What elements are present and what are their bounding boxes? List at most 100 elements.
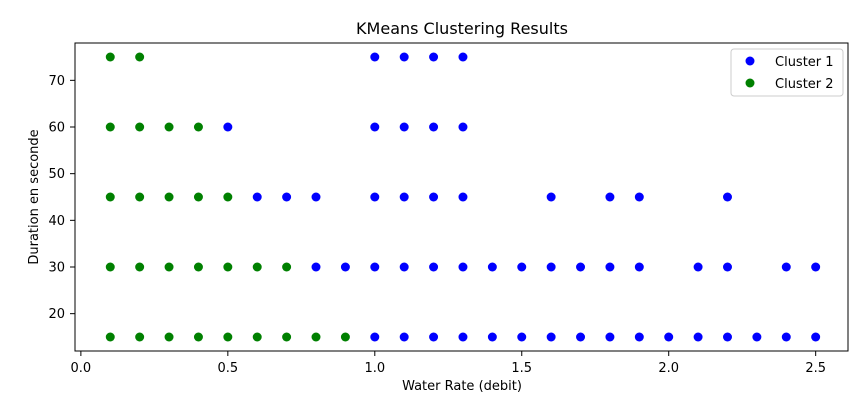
data-point-cluster-2 (105, 332, 115, 342)
data-point-cluster-2 (282, 262, 292, 272)
data-point-cluster-2 (340, 332, 350, 342)
data-point-cluster-1 (370, 332, 380, 342)
plot-area-frame (74, 42, 849, 352)
data-point-cluster-1 (634, 332, 644, 342)
series-1 (223, 52, 821, 342)
data-point-cluster-1 (399, 192, 409, 202)
data-point-cluster-1 (576, 332, 586, 342)
legend-marker-cluster-1 (745, 56, 755, 66)
data-point-cluster-1 (605, 332, 615, 342)
data-point-cluster-1 (517, 262, 527, 272)
x-tick-label: 1.5 (511, 361, 532, 376)
y-tick-label: 40 (48, 214, 65, 229)
data-point-cluster-1 (546, 192, 556, 202)
data-point-cluster-2 (135, 122, 145, 132)
data-point-cluster-1 (458, 332, 468, 342)
data-point-cluster-1 (399, 262, 409, 272)
x-tick-label: 0.5 (217, 361, 238, 376)
data-point-cluster-1 (458, 192, 468, 202)
data-point-cluster-1 (752, 332, 762, 342)
data-point-cluster-1 (634, 192, 644, 202)
data-point-cluster-1 (458, 262, 468, 272)
x-tick-label: 2.0 (658, 361, 679, 376)
data-point-cluster-1 (546, 262, 556, 272)
data-point-cluster-2 (164, 122, 174, 132)
data-point-cluster-2 (193, 262, 203, 272)
y-tick-label: 70 (48, 74, 65, 89)
data-point-cluster-1 (781, 332, 791, 342)
x-axis-ticks: 0.0 0.5 1.0 1.5 2.0 2.5 (71, 351, 826, 376)
data-point-cluster-2 (193, 122, 203, 132)
data-point-cluster-2 (135, 332, 145, 342)
data-point-cluster-1 (458, 52, 468, 62)
data-point-cluster-2 (135, 262, 145, 272)
data-point-cluster-1 (693, 332, 703, 342)
data-point-cluster-1 (429, 192, 439, 202)
data-point-cluster-1 (429, 332, 439, 342)
data-point-cluster-2 (193, 192, 203, 202)
data-point-cluster-2 (164, 332, 174, 342)
y-tick-label: 50 (48, 167, 65, 182)
data-point-cluster-1 (370, 52, 380, 62)
x-tick-label: 2.5 (805, 361, 826, 376)
y-tick-label: 20 (48, 307, 65, 322)
data-point-cluster-1 (370, 122, 380, 132)
data-point-cluster-2 (282, 332, 292, 342)
data-point-cluster-2 (105, 192, 115, 202)
data-point-cluster-1 (693, 262, 703, 272)
data-point-cluster-1 (340, 262, 350, 272)
data-point-cluster-1 (811, 262, 821, 272)
data-point-cluster-2 (311, 332, 321, 342)
chart-title: KMeans Clustering Results (356, 19, 568, 38)
legend-box (730, 48, 844, 97)
data-point-cluster-2 (252, 332, 262, 342)
data-point-cluster-1 (429, 122, 439, 132)
data-point-cluster-1 (811, 332, 821, 342)
data-point-cluster-1 (517, 332, 527, 342)
data-point-cluster-1 (311, 192, 321, 202)
data-point-cluster-1 (722, 332, 732, 342)
data-point-cluster-1 (605, 262, 615, 272)
data-point-cluster-1 (252, 192, 262, 202)
legend: Cluster 1 Cluster 2 (730, 48, 844, 97)
y-axis-ticks: 20 30 40 50 60 70 (48, 74, 75, 322)
data-point-cluster-2 (252, 262, 262, 272)
data-point-cluster-1 (458, 122, 468, 132)
data-point-cluster-2 (105, 262, 115, 272)
series-2 (105, 52, 350, 342)
x-tick-label: 0.0 (71, 361, 92, 376)
data-point-cluster-1 (399, 52, 409, 62)
data-point-cluster-1 (370, 192, 380, 202)
data-point-cluster-1 (399, 122, 409, 132)
data-point-cluster-1 (370, 262, 380, 272)
x-axis-label: Water Rate (debit) (402, 379, 522, 394)
data-point-cluster-2 (164, 192, 174, 202)
data-point-cluster-1 (664, 332, 674, 342)
data-point-cluster-1 (722, 262, 732, 272)
data-point-cluster-1 (399, 332, 409, 342)
data-point-cluster-1 (605, 192, 615, 202)
legend-marker-cluster-2 (745, 78, 755, 88)
y-axis-label: Duration en seconde (27, 129, 42, 264)
data-point-cluster-2 (135, 52, 145, 62)
data-point-cluster-1 (223, 122, 233, 132)
y-tick-label: 30 (48, 261, 65, 276)
data-point-cluster-1 (311, 262, 321, 272)
data-point-cluster-1 (487, 332, 497, 342)
data-point-cluster-2 (193, 332, 203, 342)
data-point-cluster-2 (105, 52, 115, 62)
data-point-cluster-1 (282, 192, 292, 202)
data-point-cluster-2 (223, 192, 233, 202)
data-point-cluster-1 (634, 262, 644, 272)
data-point-cluster-2 (105, 122, 115, 132)
data-point-cluster-2 (164, 262, 174, 272)
legend-label-cluster-2: Cluster 2 (775, 77, 834, 92)
data-point-cluster-2 (135, 192, 145, 202)
data-point-cluster-2 (223, 262, 233, 272)
y-tick-label: 60 (48, 121, 65, 136)
data-point-cluster-1 (487, 262, 497, 272)
data-point-cluster-1 (781, 262, 791, 272)
x-tick-label: 1.0 (364, 361, 385, 376)
